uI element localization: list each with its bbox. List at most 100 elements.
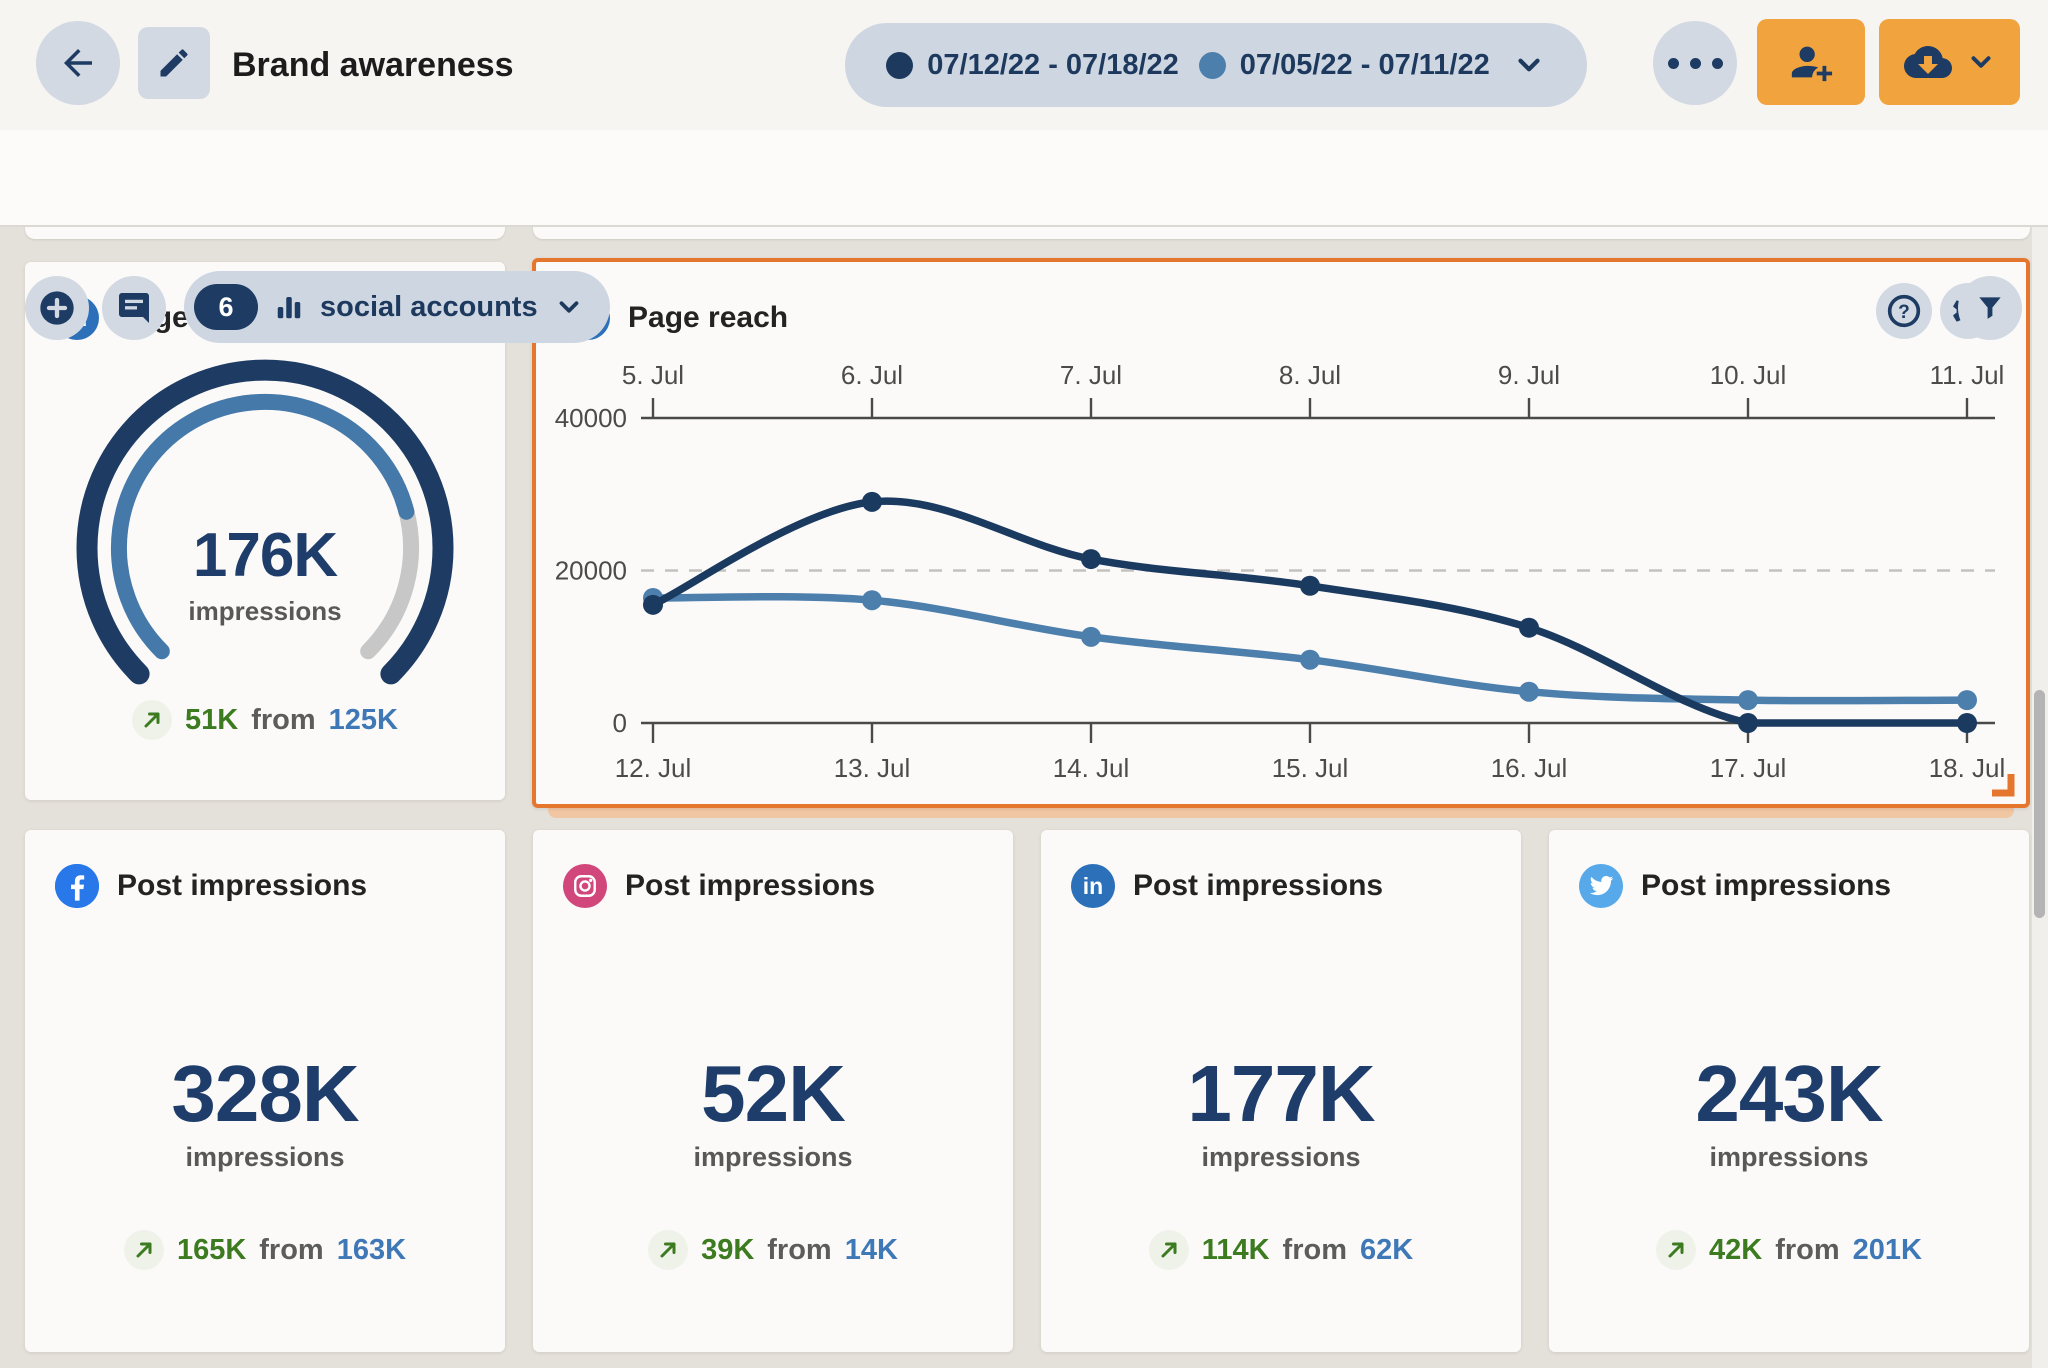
social-accounts-selector[interactable]: 6 social accounts: [184, 271, 610, 343]
change-value: 42K: [1709, 1233, 1763, 1266]
svg-text:14. Jul: 14. Jul: [1053, 753, 1130, 783]
date-range-selector[interactable]: 07/12/22 - 07/18/22 07/05/22 - 07/11/22: [845, 23, 1587, 107]
card-header: Post impressions: [1579, 864, 1891, 908]
page-title: Brand awareness: [232, 45, 514, 84]
card-header: in Post impressions: [1071, 864, 1383, 908]
svg-text:13. Jul: 13. Jul: [834, 753, 911, 783]
plus-icon: [37, 288, 77, 328]
svg-text:12. Jul: 12. Jul: [615, 753, 692, 783]
card-title: Page reach: [628, 301, 789, 334]
metric-value: 328K: [171, 1049, 359, 1138]
svg-text:8. Jul: 8. Jul: [1279, 360, 1341, 390]
trend-up-icon: [123, 1230, 164, 1270]
svg-text:10. Jul: 10. Jul: [1710, 360, 1787, 390]
change-row: 51K from 125K: [25, 700, 505, 740]
accounts-label: social accounts: [320, 290, 538, 323]
linkedin-icon: in: [1071, 864, 1115, 908]
metric-unit: impressions: [188, 596, 342, 626]
page-reach-chart: 5. Jul 6. Jul 7. Jul 8. Jul 9. Jul 10. Jul 11.…: [555, 360, 2006, 783]
card-title: Post impressions: [117, 869, 368, 902]
ellipsis-icon: [1667, 57, 1723, 69]
card-title: Post impressions: [625, 869, 876, 902]
previous-value: 14K: [844, 1233, 898, 1266]
share-add-user-button[interactable]: [1757, 19, 1865, 105]
scrollbar-track[interactable]: [2032, 225, 2048, 1368]
previous-value: 201K: [1852, 1233, 1922, 1266]
metric-value: 176K: [192, 521, 338, 590]
filter-button[interactable]: [1958, 276, 2022, 340]
svg-text:5. Jul: 5. Jul: [622, 360, 684, 390]
comparison-period-dot: [1198, 51, 1226, 79]
chevron-down-icon: [554, 292, 584, 322]
resize-handle[interactable]: [1982, 764, 2018, 800]
svg-text:40000: 40000: [555, 403, 627, 433]
svg-text:7. Jul: 7. Jul: [1060, 360, 1122, 390]
trend-up-icon: [648, 1230, 689, 1270]
annotations-button[interactable]: [102, 276, 166, 340]
metric-value: 243K: [1695, 1049, 1883, 1138]
facebook-icon: [55, 864, 99, 908]
chevron-down-icon: [1966, 47, 1996, 77]
widget-toolbar: 6 social accounts: [0, 130, 2048, 343]
previous-value: 62K: [1359, 1233, 1414, 1266]
filter-icon: [1974, 292, 2006, 324]
from-label: from: [259, 1233, 324, 1266]
scrolled-card-edge: [533, 225, 2030, 239]
svg-text:9. Jul: 9. Jul: [1498, 360, 1560, 390]
instagram-icon: [563, 864, 607, 908]
post-impressions-card-instagram[interactable]: Post impressions 52K impressions 39K fro…: [533, 830, 1013, 1352]
comparison-period-label: 07/05/22 - 07/11/22: [1239, 48, 1490, 81]
edit-title-button[interactable]: [138, 27, 210, 99]
metric-unit: impressions: [1201, 1142, 1361, 1172]
selection-glow: [548, 808, 2014, 818]
trend-up-icon: [1656, 1230, 1696, 1270]
from-label: from: [767, 1233, 832, 1266]
post-impressions-card-facebook[interactable]: Post impressions 328K impressions 165K f…: [25, 830, 505, 1352]
svg-text:16. Jul: 16. Jul: [1491, 753, 1568, 783]
metric-value: 52K: [701, 1049, 846, 1138]
previous-value: 163K: [336, 1233, 407, 1266]
export-button[interactable]: [1879, 19, 2020, 105]
card-header: Post impressions: [563, 864, 875, 908]
help-button[interactable]: ?: [1876, 283, 1932, 339]
from-label: from: [1282, 1233, 1347, 1266]
scrollbar-thumb[interactable]: [2034, 690, 2045, 918]
svg-text:18. Jul: 18. Jul: [1929, 753, 2006, 783]
twitter-icon: [1579, 864, 1623, 908]
svg-text:6. Jul: 6. Jul: [841, 360, 903, 390]
metric-unit: impressions: [1709, 1142, 1869, 1172]
metric-unit: impressions: [693, 1142, 853, 1172]
app-header: Brand awareness 07/12/22 - 07/18/22 07/0…: [0, 0, 2048, 131]
post-impressions-card-linkedin[interactable]: in Post impressions 177K impressions 114…: [1041, 830, 1521, 1352]
comment-icon: [116, 290, 152, 326]
trend-up-icon: [1148, 1230, 1189, 1270]
more-options-button[interactable]: [1653, 21, 1737, 105]
primary-period-dot: [886, 51, 914, 79]
change-row: 165K from 163K: [25, 1230, 505, 1270]
svg-text:11. Jul: 11. Jul: [1930, 360, 2005, 390]
help-icon: ?: [1884, 291, 1924, 331]
svg-text:20000: 20000: [555, 556, 627, 586]
svg-text:15. Jul: 15. Jul: [1272, 753, 1349, 783]
chevron-down-icon: [1512, 48, 1546, 82]
change-value: 39K: [701, 1233, 755, 1266]
from-label: from: [1775, 1233, 1840, 1266]
card-title: Post impressions: [1133, 869, 1384, 902]
previous-value: 125K: [328, 703, 398, 736]
svg-text:?: ?: [1898, 302, 1910, 323]
from-label: from: [251, 703, 316, 736]
add-widget-button[interactable]: [25, 276, 89, 340]
primary-period-label: 07/12/22 - 07/18/22: [927, 48, 1179, 81]
svg-text:17. Jul: 17. Jul: [1710, 753, 1787, 783]
add-user-icon: [1788, 39, 1834, 85]
post-impressions-card-twitter[interactable]: Post impressions 243K impressions 42K fr…: [1549, 830, 2029, 1352]
metric-unit: impressions: [185, 1142, 345, 1172]
cloud-download-icon: [1903, 38, 1952, 86]
change-value: 165K: [176, 1233, 247, 1266]
back-button[interactable]: [36, 21, 120, 105]
bar-chart-icon: [274, 292, 304, 322]
change-row: 39K from 14K: [533, 1230, 1013, 1270]
gauge-chart: [76, 359, 454, 685]
